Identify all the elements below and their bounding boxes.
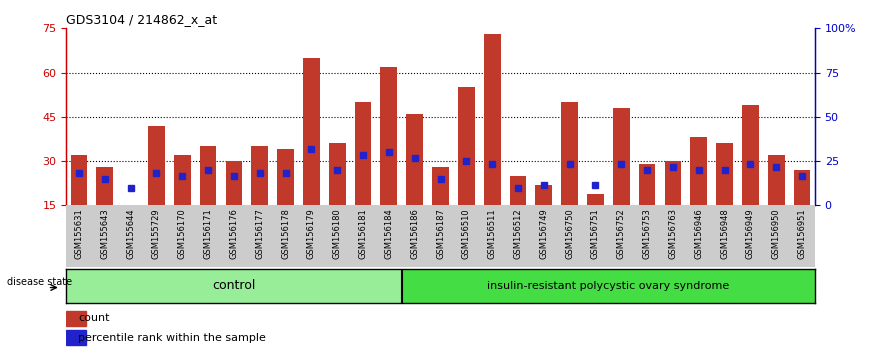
Text: GSM156510: GSM156510 bbox=[462, 209, 470, 259]
Text: GSM156184: GSM156184 bbox=[384, 209, 393, 259]
Bar bbox=[432, 167, 449, 205]
Text: GSM155644: GSM155644 bbox=[126, 209, 135, 259]
Text: GSM156951: GSM156951 bbox=[797, 209, 806, 259]
Text: disease state: disease state bbox=[7, 277, 71, 287]
Text: GSM156946: GSM156946 bbox=[694, 209, 703, 259]
Text: GSM155729: GSM155729 bbox=[152, 209, 161, 259]
Text: GSM156180: GSM156180 bbox=[333, 209, 342, 259]
Bar bbox=[716, 143, 733, 205]
Bar bbox=[96, 167, 113, 205]
Bar bbox=[200, 146, 217, 205]
Text: GSM156176: GSM156176 bbox=[229, 209, 239, 259]
Text: GSM155631: GSM155631 bbox=[75, 209, 84, 259]
Text: count: count bbox=[78, 313, 109, 323]
Bar bbox=[402, 269, 815, 303]
Text: GSM156177: GSM156177 bbox=[255, 209, 264, 259]
Text: GSM156948: GSM156948 bbox=[720, 209, 729, 259]
Text: GSM156763: GSM156763 bbox=[669, 209, 677, 259]
Bar bbox=[355, 102, 372, 205]
Text: GSM156511: GSM156511 bbox=[488, 209, 497, 259]
Text: GDS3104 / 214862_x_at: GDS3104 / 214862_x_at bbox=[66, 13, 218, 26]
Text: GSM156749: GSM156749 bbox=[539, 209, 548, 259]
Text: GSM156186: GSM156186 bbox=[411, 209, 419, 259]
Bar bbox=[66, 330, 85, 345]
Text: GSM156753: GSM156753 bbox=[642, 209, 652, 259]
Text: GSM156181: GSM156181 bbox=[359, 209, 367, 259]
Text: GSM156512: GSM156512 bbox=[514, 209, 522, 259]
Bar bbox=[691, 137, 707, 205]
Bar bbox=[561, 102, 578, 205]
Text: GSM156179: GSM156179 bbox=[307, 209, 316, 259]
Bar bbox=[381, 67, 397, 205]
Text: insulin-resistant polycystic ovary syndrome: insulin-resistant polycystic ovary syndr… bbox=[487, 281, 729, 291]
Bar bbox=[794, 170, 811, 205]
Bar bbox=[509, 176, 526, 205]
Text: GSM156949: GSM156949 bbox=[746, 209, 755, 259]
Bar bbox=[639, 164, 655, 205]
Bar bbox=[226, 161, 242, 205]
Text: control: control bbox=[212, 279, 255, 292]
Text: percentile rank within the sample: percentile rank within the sample bbox=[78, 332, 266, 343]
Text: GSM156171: GSM156171 bbox=[204, 209, 212, 259]
Bar bbox=[70, 155, 87, 205]
Bar bbox=[66, 269, 402, 303]
Text: GSM155643: GSM155643 bbox=[100, 209, 109, 259]
Bar bbox=[406, 114, 423, 205]
Bar bbox=[278, 149, 294, 205]
Text: GSM156170: GSM156170 bbox=[178, 209, 187, 259]
Text: GSM156751: GSM156751 bbox=[591, 209, 600, 259]
Bar bbox=[742, 105, 759, 205]
Bar bbox=[251, 146, 268, 205]
Bar bbox=[536, 185, 552, 205]
Bar bbox=[613, 108, 630, 205]
Text: GSM156187: GSM156187 bbox=[436, 209, 445, 259]
Bar bbox=[148, 126, 165, 205]
Text: GSM156750: GSM156750 bbox=[565, 209, 574, 259]
Bar bbox=[329, 143, 345, 205]
Bar bbox=[66, 311, 85, 326]
Text: GSM156752: GSM156752 bbox=[617, 209, 626, 259]
Bar bbox=[174, 155, 190, 205]
Bar bbox=[484, 34, 500, 205]
Bar bbox=[458, 87, 475, 205]
Bar bbox=[768, 155, 785, 205]
Bar bbox=[587, 194, 603, 205]
Bar bbox=[664, 161, 681, 205]
Bar bbox=[303, 58, 320, 205]
Text: GSM156178: GSM156178 bbox=[281, 209, 290, 259]
Text: GSM156950: GSM156950 bbox=[772, 209, 781, 259]
